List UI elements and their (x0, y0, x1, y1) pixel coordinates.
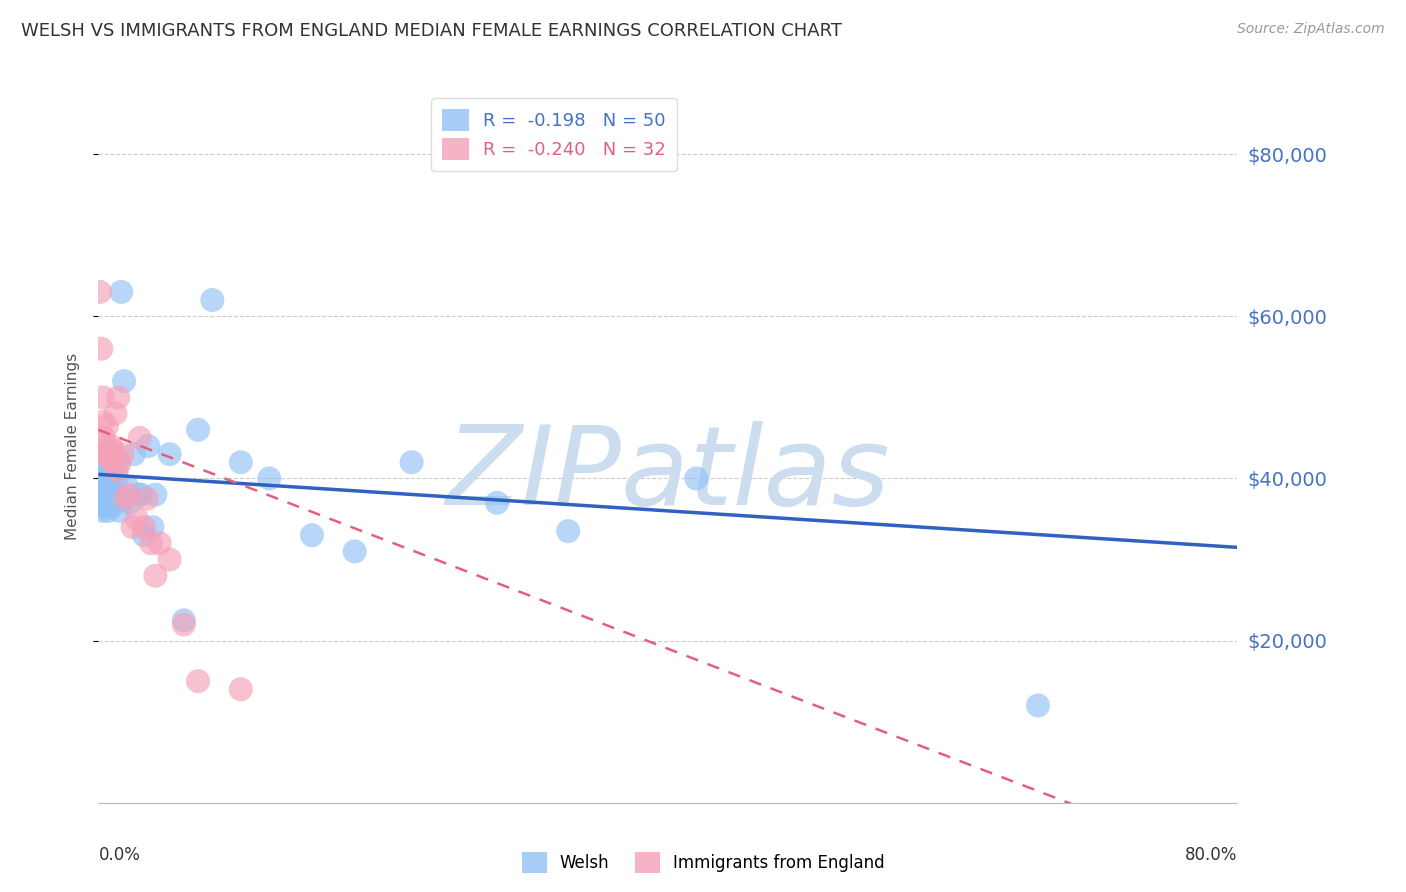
Point (112, 374, 135, 388)
Point (94, 447, 117, 461)
Point (90, 471, 112, 485)
Point (229, 682, 252, 697)
Point (135, 491, 157, 506)
Point (122, 447, 145, 461)
Point (486, 496, 509, 510)
Point (107, 390, 129, 404)
Point (125, 512, 148, 526)
Point (139, 536, 162, 550)
Text: ZIPatlas: ZIPatlas (446, 421, 890, 528)
Text: WELSH VS IMMIGRANTS FROM ENGLAND MEDIAN FEMALE EARNINGS CORRELATION CHART: WELSH VS IMMIGRANTS FROM ENGLAND MEDIAN … (21, 22, 842, 40)
Point (91, 504, 114, 518)
Point (115, 479, 138, 493)
Point (96, 479, 118, 493)
Point (159, 447, 181, 461)
Point (97, 447, 120, 461)
Point (91, 415, 114, 429)
Point (98, 491, 121, 506)
Legend: R =  -0.198   N = 50, R =  -0.240   N = 32: R = -0.198 N = 50, R = -0.240 N = 32 (432, 98, 676, 171)
Point (103, 455, 125, 469)
Y-axis label: Median Female Earnings: Median Female Earnings (65, 352, 80, 540)
Point (173, 617, 195, 632)
Point (229, 455, 252, 469)
Point (129, 488, 152, 502)
Point (100, 439, 122, 453)
Point (105, 471, 128, 485)
Point (96, 496, 118, 510)
Point (187, 674, 209, 689)
Point (145, 488, 167, 502)
Point (132, 520, 155, 534)
Point (94, 500, 117, 514)
Point (117, 488, 139, 502)
Point (98, 451, 121, 466)
Point (136, 439, 159, 453)
Point (96, 418, 118, 433)
Text: 80.0%: 80.0% (1185, 846, 1237, 863)
Point (101, 443, 124, 458)
Point (93, 483, 115, 498)
Point (301, 528, 323, 542)
Point (93, 463, 115, 477)
Point (108, 504, 131, 518)
Point (90, 496, 112, 510)
Point (96, 459, 118, 474)
Point (105, 463, 128, 477)
Point (159, 552, 181, 566)
Point (132, 528, 155, 542)
Point (557, 524, 579, 538)
Point (89, 285, 111, 299)
Point (108, 455, 131, 469)
Point (89, 488, 111, 502)
Point (98, 471, 121, 485)
Point (127, 488, 149, 502)
Point (100, 488, 122, 502)
Point (97, 483, 120, 498)
Point (114, 491, 136, 506)
Point (101, 447, 124, 461)
Point (97, 504, 120, 518)
Legend: Welsh, Immigrants from England: Welsh, Immigrants from England (515, 846, 891, 880)
Point (141, 520, 163, 534)
Point (1026, 698, 1049, 713)
Point (107, 455, 129, 469)
Point (90, 342, 112, 356)
Point (149, 536, 172, 550)
Text: Source: ZipAtlas.com: Source: ZipAtlas.com (1237, 22, 1385, 37)
Point (111, 491, 134, 506)
Point (187, 423, 209, 437)
Point (343, 544, 366, 558)
Point (401, 455, 423, 469)
Point (91, 479, 114, 493)
Point (685, 471, 707, 485)
Point (259, 471, 281, 485)
Point (111, 447, 134, 461)
Point (94, 471, 117, 485)
Text: 0.0%: 0.0% (98, 846, 141, 863)
Point (110, 285, 132, 299)
Point (145, 568, 167, 582)
Point (103, 496, 125, 510)
Point (104, 483, 127, 498)
Point (100, 500, 122, 514)
Point (173, 613, 195, 627)
Point (94, 439, 117, 453)
Point (93, 431, 115, 445)
Point (104, 407, 127, 421)
Point (118, 496, 141, 510)
Point (201, 293, 224, 307)
Point (128, 431, 150, 445)
Point (91, 390, 114, 404)
Point (94, 488, 117, 502)
Point (121, 520, 143, 534)
